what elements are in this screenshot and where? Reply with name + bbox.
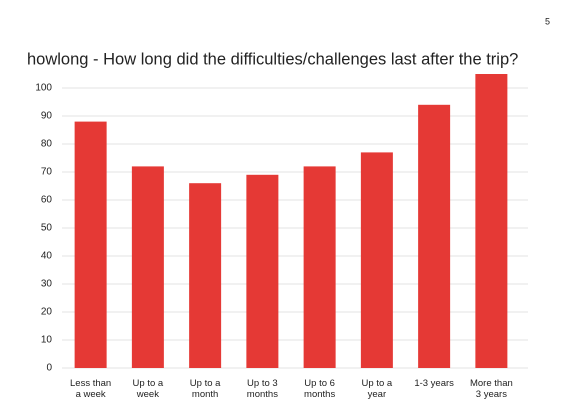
bar [74,121,107,368]
y-tick-label: 40 [41,251,53,262]
bar [303,166,336,368]
x-tick-label: Up to a year [362,378,393,400]
bar [189,183,222,368]
x-tick-label: Less than a week [70,378,111,400]
y-tick-label: 20 [41,307,53,318]
bar [475,74,508,368]
y-tick-label: 30 [41,279,53,290]
bar [418,104,451,369]
bar [360,152,393,368]
x-tick-label: Up to a week [133,378,164,400]
y-tick-label: 70 [41,167,53,178]
y-tick-label: 50 [41,223,53,234]
y-tick-label: 80 [41,139,53,150]
bar [246,174,279,368]
y-tick-label: 100 [35,83,52,94]
x-tick-label: Up to 3 months [247,378,278,400]
chart-title: howlong - How long did the difficulties/… [27,50,518,68]
page-number: 5 [545,16,550,26]
x-tick-label: More than 3 years [470,378,513,400]
y-tick-label: 60 [41,195,53,206]
x-tick-label: Up to 6 months [304,378,335,400]
y-tick-label: 90 [41,111,53,122]
x-tick-label: Up to a month [190,378,221,400]
y-tick-label: 0 [46,363,52,374]
bar [131,166,164,368]
x-tick-label: 1-3 years [414,378,454,389]
y-tick-label: 10 [41,335,53,346]
